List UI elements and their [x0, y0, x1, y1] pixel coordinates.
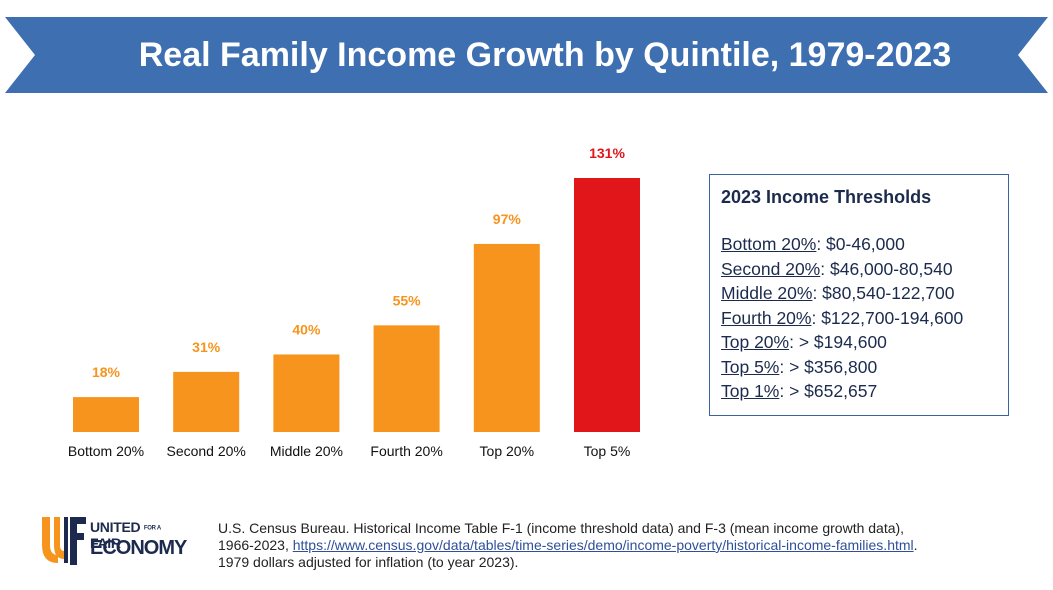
source-citation: U.S. Census Bureau. Historical Income Ta… — [218, 520, 1038, 571]
income-thresholds-box: 2023 Income Thresholds Bottom 20%: $0-46… — [709, 174, 1009, 416]
bar-middle-20 — [273, 354, 339, 432]
bar-value-label: 18% — [92, 364, 121, 380]
threshold-row: Top 5%: > $356,800 — [721, 355, 998, 380]
x-tick-label: Middle 20% — [270, 443, 343, 459]
threshold-name: Top 1% — [721, 381, 779, 401]
threshold-name: Bottom 20% — [721, 234, 816, 254]
bar-value-label: 97% — [493, 211, 522, 227]
x-tick-label: Bottom 20% — [68, 443, 144, 459]
x-tick-label: Top 5% — [584, 443, 631, 459]
thresholds-title: 2023 Income Thresholds — [721, 187, 998, 208]
bar-value-label: 55% — [393, 292, 422, 308]
threshold-name: Middle 20% — [721, 283, 812, 303]
x-tick-label: Fourth 20% — [370, 443, 442, 459]
x-tick-label: Second 20% — [166, 443, 245, 459]
threshold-row: Middle 20%: $80,540-122,700 — [721, 281, 998, 306]
threshold-row: Bottom 20%: $0-46,000 — [721, 232, 998, 257]
threshold-value: : $0-46,000 — [816, 234, 905, 254]
threshold-value: : > $652,657 — [779, 381, 877, 401]
threshold-row: Fourth 20%: $122,700-194,600 — [721, 306, 998, 331]
bar-chart: 18% Bottom 20% 31% Second 20% 40% Middle 20% 5… — [0, 0, 700, 480]
threshold-name: Second 20% — [721, 259, 820, 279]
bar-second-20 — [173, 372, 239, 432]
threshold-value: : > $356,800 — [779, 357, 877, 377]
threshold-value: : > $194,600 — [789, 332, 887, 352]
threshold-value: : $80,540-122,700 — [812, 283, 954, 303]
bar-value-label: 40% — [292, 321, 321, 337]
x-tick-label: Top 20% — [480, 443, 534, 459]
bar-value-label: 31% — [192, 339, 221, 355]
threshold-value: : $122,700-194,600 — [811, 308, 963, 328]
threshold-row: Top 20%: > $194,600 — [721, 330, 998, 355]
source-line-2: 1966-2023, https://www.census.gov/data/t… — [218, 537, 1038, 554]
bar-top-20 — [474, 244, 540, 432]
threshold-name: Top 5% — [721, 357, 779, 377]
source-line-3: 1979 dollars adjusted for inflation (to … — [218, 554, 1038, 571]
logo-text-bottom: ECONOMY — [90, 537, 186, 560]
bar-bottom-20 — [73, 397, 139, 432]
bar-value-label: 131% — [589, 145, 625, 161]
bar-top-5 — [574, 178, 640, 432]
ufe-logo-mark-icon — [40, 515, 88, 567]
thresholds-list: Bottom 20%: $0-46,000Second 20%: $46,000… — [721, 232, 998, 404]
threshold-row: Top 1%: > $652,657 — [721, 379, 998, 404]
threshold-name: Fourth 20% — [721, 308, 811, 328]
source-link[interactable]: https://www.census.gov/data/tables/time-… — [293, 537, 914, 553]
bar-fourth-20 — [374, 325, 440, 432]
ufe-logo: UNITED FOR A FAIR ECONOMY — [40, 513, 190, 569]
threshold-row: Second 20%: $46,000-80,540 — [721, 257, 998, 282]
source-line-1: U.S. Census Bureau. Historical Income Ta… — [218, 520, 1038, 537]
threshold-name: Top 20% — [721, 332, 789, 352]
threshold-value: : $46,000-80,540 — [820, 259, 952, 279]
